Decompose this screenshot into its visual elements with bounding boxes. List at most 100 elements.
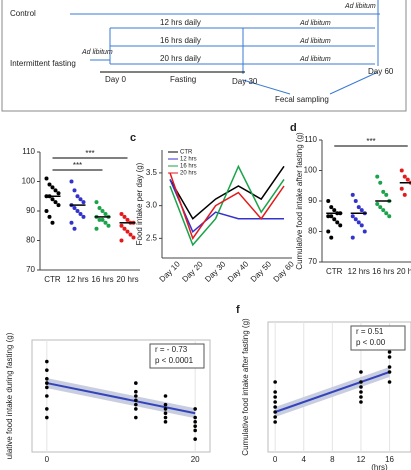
x-tick-label: 20 hrs: [397, 267, 411, 276]
stats-text: p < 0.0001: [155, 356, 194, 365]
x-tick-label: Day 20: [180, 259, 205, 284]
point: [72, 188, 77, 193]
point: [131, 235, 136, 240]
y-tick-label: 3.0: [146, 201, 158, 210]
point: [134, 394, 138, 398]
point: [134, 407, 138, 411]
x-tick-label: 16: [385, 455, 394, 464]
label: Day 0: [105, 75, 126, 84]
y-axis-label: Food intake per day (g): [135, 162, 144, 245]
stats-text: p < 0.00: [356, 338, 386, 347]
point: [326, 199, 331, 203]
point: [335, 220, 340, 225]
point: [353, 199, 358, 203]
y-tick-label: 70: [308, 257, 317, 266]
point: [78, 197, 83, 202]
point: [273, 415, 277, 419]
point: [375, 202, 380, 207]
label: Fecal sampling: [275, 95, 329, 104]
y-axis-label: Cumulative food intake after fasting (g): [241, 318, 250, 456]
label: Fasting: [170, 75, 196, 84]
point: [273, 400, 277, 404]
point: [163, 402, 168, 407]
point: [134, 398, 138, 403]
point: [387, 350, 392, 354]
fit-line: [46, 382, 196, 415]
point: [47, 214, 52, 219]
point: [94, 200, 99, 205]
label: Intermittent fasting: [10, 59, 76, 68]
point: [44, 176, 49, 181]
series-line: [169, 172, 285, 240]
point: [53, 200, 58, 205]
point: [45, 394, 49, 398]
x-tick-label: 0: [273, 455, 278, 464]
point: [378, 180, 383, 185]
x-tick-label: Day 60: [272, 259, 297, 284]
x-tick-label: Day 30: [203, 259, 228, 284]
label: Day 60: [368, 67, 394, 76]
point: [193, 424, 197, 428]
arrow: [242, 79, 291, 95]
point: [387, 380, 392, 384]
label: Control: [10, 9, 36, 18]
label: Ad libitum: [81, 49, 113, 56]
point: [273, 395, 277, 399]
label: Ad libitum: [299, 38, 331, 45]
point: [50, 185, 55, 190]
label: Ad libitum: [344, 3, 376, 10]
label: Ad libitum: [299, 20, 331, 27]
point: [125, 229, 130, 234]
y-tick-label: 80: [308, 227, 317, 236]
x-tick-label: CTR: [326, 267, 343, 276]
point: [122, 226, 127, 231]
point: [387, 370, 392, 374]
point: [163, 394, 168, 398]
point: [273, 410, 277, 414]
point: [45, 381, 49, 385]
point: [45, 376, 49, 381]
point: [122, 214, 127, 219]
x-tick-label: 20 hrs: [116, 275, 138, 284]
point: [193, 428, 197, 433]
point: [359, 400, 363, 404]
point: [356, 220, 361, 225]
y-tick-label: 110: [304, 135, 317, 144]
point: [359, 385, 363, 389]
point: [45, 407, 49, 411]
point: [100, 217, 105, 222]
significance: ***: [366, 137, 375, 146]
point: [359, 208, 364, 213]
point: [350, 192, 355, 197]
point: [50, 220, 55, 225]
point: [45, 415, 49, 420]
x-tick-label: 8: [330, 455, 335, 464]
x-tick-label: 4: [302, 455, 307, 464]
point: [163, 411, 168, 416]
point: [362, 229, 367, 234]
point: [193, 407, 197, 411]
point: [384, 192, 389, 197]
point: [399, 168, 404, 173]
x-tick-label: 0: [45, 455, 50, 464]
point: [332, 208, 337, 213]
point: [134, 381, 138, 385]
point: [381, 208, 386, 213]
point: [375, 174, 380, 179]
point: [45, 359, 49, 364]
stats-text: r = - 0.73: [155, 345, 188, 354]
point: [97, 206, 102, 211]
point: [193, 420, 197, 424]
point: [359, 390, 363, 394]
y-tick-label: 110: [22, 147, 35, 156]
point: [350, 235, 355, 240]
point: [273, 420, 277, 424]
point: [193, 415, 197, 420]
point: [106, 223, 111, 228]
stats-text: r = 0.51: [356, 327, 384, 336]
point: [273, 405, 277, 409]
point: [45, 385, 49, 390]
point: [359, 395, 363, 399]
label: Ad libitum: [299, 56, 331, 63]
y-tick-label: 90: [308, 196, 317, 205]
